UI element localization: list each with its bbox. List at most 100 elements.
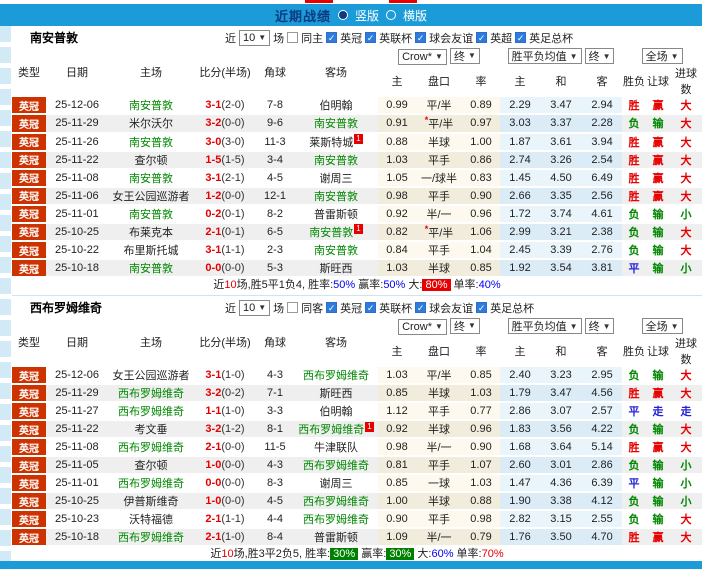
away-team-link[interactable]: 西布罗姆维奇 [303,460,369,473]
league-label[interactable]: 英联杯 [379,302,413,315]
away-team-link[interactable]: 南安普敦 [314,245,358,258]
period-select[interactable]: 全场 ▼ [641,318,683,335]
league-tag: 英冠 [12,511,46,530]
col-type: 类型 [12,47,46,97]
away-odds: 0.96 [462,205,501,224]
avg-time-select[interactable]: 终 ▼ [584,48,615,64]
league-label[interactable]: 英联杯 [379,32,413,45]
handicap: 半球 [416,421,462,440]
league-checkbox[interactable]: ✓ [415,32,427,43]
league-label[interactable]: 球会友谊 [429,32,474,45]
match-date: 25-12-06 [46,367,108,386]
league-label[interactable]: 英冠 [340,32,363,45]
radio-vertical-label[interactable]: 竖版 [354,8,379,23]
home-team-link[interactable]: 布里斯托城 [123,245,179,258]
away-team-link[interactable]: 莱斯特城 [309,136,354,149]
league-label[interactable]: 球会友谊 [429,302,474,315]
away-team-link[interactable]: 西布罗姆维奇 [303,514,369,527]
away-team-link[interactable]: 谢周三 [319,478,353,491]
avg-draw: 3.54 [540,260,583,279]
league-label[interactable]: 英足总杯 [529,32,574,45]
bookmaker-select[interactable]: Crow* ▼ [398,48,447,65]
chevron-down-icon: ▼ [258,303,267,313]
radio-vertical-layout[interactable] [337,10,348,20]
period-select[interactable]: 全场 ▼ [641,48,683,64]
home-team-link[interactable]: 查尔顿 [134,154,168,167]
left-page-strip [0,26,11,569]
league-checkbox[interactable]: ✓ [476,32,488,43]
same-venue-checkbox[interactable] [287,32,299,43]
league-checkbox[interactable]: ✓ [326,32,338,43]
away-team-link[interactable]: 南安普敦 [314,118,358,131]
match-count-select[interactable]: 10 ▼ [239,299,271,316]
home-odds: 1.00 [378,493,416,512]
away-odds: 0.85 [462,260,501,279]
away-team-link[interactable]: 伯明翰 [319,406,353,419]
home-team-link[interactable]: 南安普敦 [129,100,173,112]
home-team-link[interactable]: 西布罗姆维奇 [118,442,184,455]
league-checkbox[interactable]: ✓ [476,302,488,314]
home-team-link[interactable]: 考文垂 [134,424,168,437]
avg-lose: 2.55 [582,511,623,530]
match-row: 英冠 25-11-26 南安普敦 3-0(3-0) 11-3 莱斯特城 1 0.88 半球 1.0… [12,133,702,152]
league-label[interactable]: 英冠 [340,302,363,315]
avg-win: 1.79 [500,385,541,404]
home-odds: 0.88 [378,133,416,152]
away-team-link[interactable]: 牛津联队 [314,442,358,455]
away-team-link[interactable]: 西布罗姆维奇 [298,424,365,437]
home-team-link[interactable]: 女王公园巡游者 [112,190,190,203]
away-team-link[interactable]: 南安普敦 [314,190,358,203]
league-checkbox[interactable]: ✓ [326,302,338,314]
league-checkbox[interactable]: ✓ [415,302,427,314]
goals-mark: 大 [670,169,702,188]
match-count-select[interactable]: 10 ▼ [239,29,271,46]
col-corner: 角球 [256,47,294,97]
league-checkbox[interactable]: ✓ [365,302,377,314]
away-team-link[interactable]: 斯旺西 [319,388,353,401]
league-checkbox[interactable]: ✓ [365,32,377,43]
home-team-link[interactable]: 西布罗姆维奇 [118,388,184,401]
home-team-link[interactable]: 南安普敦 [129,263,173,276]
away-team-link[interactable]: 南安普敦 [309,226,354,239]
odds-time-select[interactable]: 终 ▼ [450,317,480,334]
radio-horizontal-label[interactable]: 横版 [403,8,428,23]
section-summary: 近10场,胜3平2负5, 胜率: 30% 赢率: 30% 大:60% 单率:70% [210,548,504,561]
home-team-link[interactable]: 米尔沃尔 [129,118,173,131]
away-team-link[interactable]: 普雷斯顿 [314,532,358,545]
league-label[interactable]: 英足总杯 [490,302,535,315]
radio-horizontal-layout[interactable] [386,10,396,20]
away-team-link[interactable]: 西布罗姆维奇 [303,370,369,383]
avg-time-select[interactable]: 终 ▼ [584,318,615,335]
home-team-link[interactable]: 西布罗姆维奇 [118,406,184,419]
match-date: 25-11-05 [46,457,108,476]
home-team-link[interactable]: 西布罗姆维奇 [118,478,184,491]
away-team-link[interactable]: 南安普敦 [314,154,358,167]
same-venue-checkbox[interactable] [287,302,299,314]
home-team-link[interactable]: 女王公园巡游者 [112,370,190,383]
home-team-link[interactable]: 南安普敦 [129,172,173,185]
same-venue-label[interactable]: 同主 [301,32,324,45]
match-row: 英冠 25-11-22 考文垂 3-2(1-2) 8-1 西布罗姆维奇 1 0.92 半球 0.9… [12,421,702,440]
home-team-link[interactable]: 沃特福德 [129,514,173,527]
match-row: 英冠 25-12-06 南安普敦 3-1(2-0) 7-8 伯明翰 0.99 平/半 0.89 2… [12,97,702,115]
home-team-link[interactable]: 伊普斯维奇 [123,496,179,509]
odds-time-select[interactable]: 终 ▼ [450,47,480,64]
league-label[interactable]: 英超 [490,32,513,45]
home-team-link[interactable]: 西布罗姆维奇 [118,532,184,545]
avg-type-select[interactable]: 胜平负均值 ▼ [507,48,582,64]
avg-draw: 3.01 [540,457,583,476]
same-venue-label[interactable]: 同客 [301,302,324,315]
home-team-link[interactable]: 布莱克本 [129,226,173,239]
home-team-link[interactable]: 南安普敦 [129,208,173,221]
bookmaker-select[interactable]: Crow* ▼ [398,318,447,335]
home-team-link[interactable]: 查尔顿 [134,460,168,473]
away-team-link[interactable]: 斯旺西 [319,263,353,276]
away-team-link[interactable]: 普雷斯顿 [314,208,358,221]
home-team-link[interactable]: 南安普敦 [129,136,173,149]
avg-type-select[interactable]: 胜平负均值 ▼ [507,318,582,335]
away-team-link[interactable]: 伯明翰 [319,100,353,112]
away-team-link[interactable]: 西布罗姆维奇 [303,496,369,509]
league-checkbox[interactable]: ✓ [515,32,527,43]
away-team-link[interactable]: 谢周三 [319,172,353,185]
